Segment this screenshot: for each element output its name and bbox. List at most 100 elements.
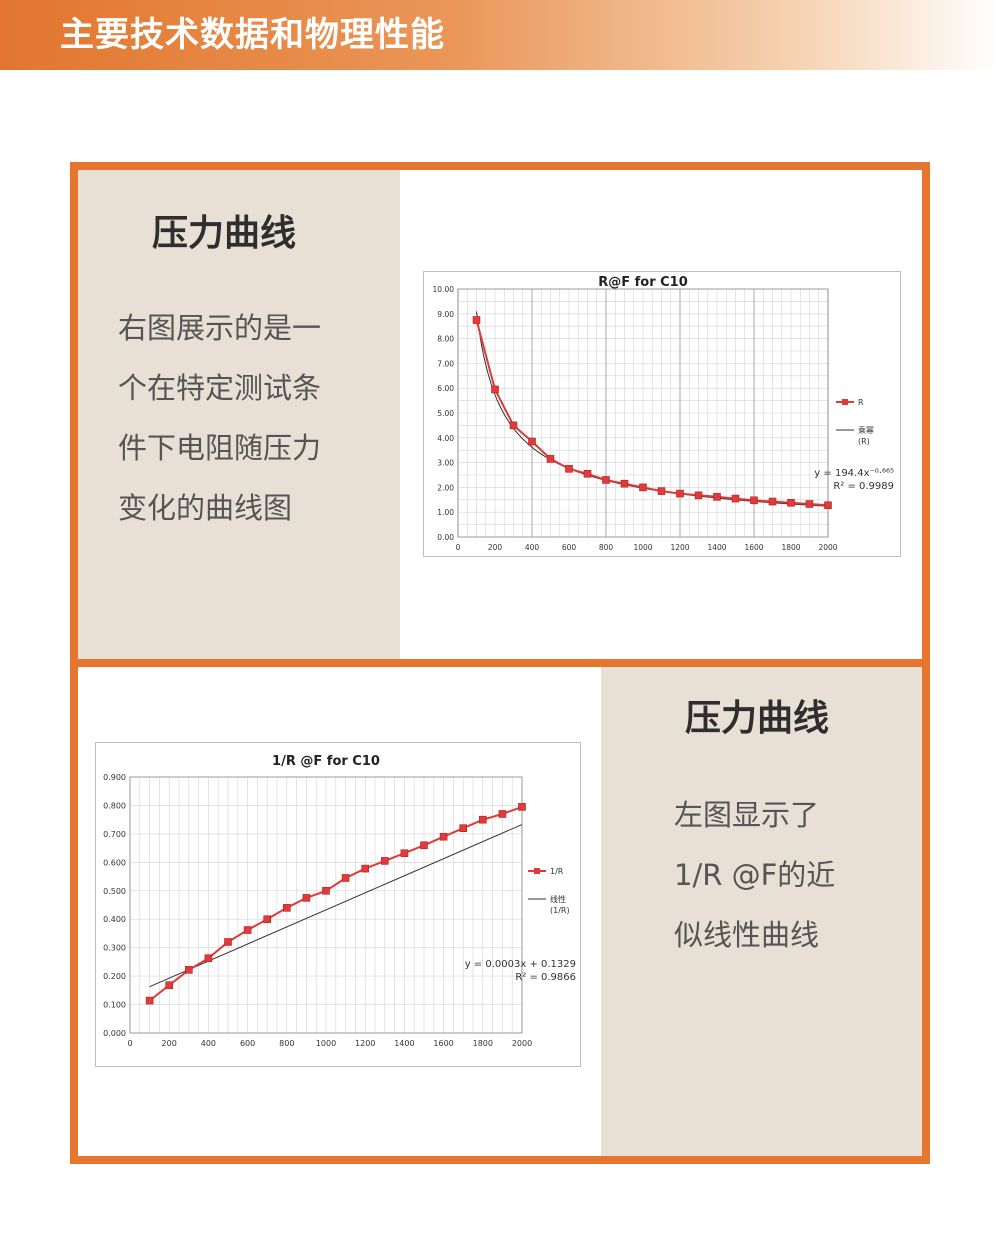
x-tick-label: 0 [127,1039,132,1048]
chart-title: R@F for C10 [598,275,688,290]
chart-r-vs-force-svg: R@F for C10 0 200 400 600 800 1000 1200 1400 1600… [433,275,894,552]
x-tick-label: 600 [240,1039,255,1048]
x-tick-label: 1200 [355,1039,375,1048]
x-tick-label: 1400 [707,543,726,552]
data-point-marker [224,938,232,946]
section-title: 压力曲线 [152,213,297,254]
legend-label-series: R [858,398,864,407]
x-tick-label: 2000 [512,1039,532,1048]
data-point-marker [528,437,536,446]
x-tick-label: 1600 [744,543,763,552]
legend-label-trendline: (1/R) [550,906,570,915]
section-inverse-resistance-curve: 1/R @F for C10 0 200 400 600 800 1000 1200 1400 1… [78,667,922,1156]
data-point-marker [731,494,740,503]
data-point-marker [361,864,370,873]
x-tick-label: 1400 [394,1039,414,1048]
data-point-marker [165,981,173,990]
legend-label-trendline: 线性 [550,894,566,904]
y-tick-label: 6.00 [437,384,454,393]
plot-area-border [457,288,829,538]
x-tick-label: 1000 [316,1039,336,1048]
y-tick-label: 0.300 [103,944,126,953]
data-point-marker [657,487,666,495]
data-point-marker [380,857,389,865]
x-tick-label: 400 [525,543,540,552]
chart-inverse-r-vs-force-svg: 1/R @F for C10 0 200 400 600 800 1000 1200 1400 1… [103,754,576,1048]
data-point-marker [439,832,448,841]
y-tick-label: 0.700 [103,830,126,839]
y-tick-label: 0.900 [103,773,126,782]
text-panel: 压力曲线 右图展示的是一 个在特定测试条 件下电阻随压力 变化的曲线图 [78,170,400,659]
data-point-marker [491,385,499,394]
legend-label-series: 1/R [550,867,564,876]
data-point-marker [639,483,647,492]
x-tick-label: 1200 [670,543,689,552]
legend-marker-series [534,868,540,874]
chart-inverse-r-vs-force: 1/R @F for C10 0 200 400 600 800 1000 1200 1400 1… [95,742,581,1067]
plot-area-border [129,776,523,1034]
data-point-marker [509,421,518,430]
y-tick-label: 3.00 [437,459,454,468]
data-point-marker [787,498,795,507]
data-point-marker [583,469,592,478]
description-line: 右图展示的是一 [118,311,322,345]
description-line: 个在特定测试条 [118,371,322,405]
description-line: 1/R @F的近 [674,858,836,892]
data-point-marker [518,803,526,811]
x-tick-label: 600 [562,543,577,552]
data-point-marker [768,497,777,506]
description-line: 变化的曲线图 [118,491,293,525]
x-tick-label: 2000 [818,543,837,552]
data-point-marker [263,915,271,924]
data-point-marker [341,874,350,882]
data-point-marker [565,465,573,473]
data-point-marker [805,500,814,508]
chart-r-vs-force: R@F for C10 0 200 400 600 800 1000 1200 1400 1600… [423,271,901,557]
data-point-marker [322,886,330,895]
page-title: 主要技术数据和物理性能 [60,15,445,55]
trendline-r-squared: R² = 0.9989 [833,481,894,492]
data-point-marker [713,493,721,501]
y-tick-label: 0.100 [103,1001,126,1010]
x-tick-label: 200 [162,1039,177,1048]
data-point-marker [602,476,610,484]
legend-marker-series [842,399,848,405]
data-point-marker [498,810,507,818]
data-point-marker [694,491,703,500]
data-point-marker [400,849,409,858]
y-tick-label: 0.400 [103,915,126,924]
x-tick-label: 200 [488,543,503,552]
data-point-marker [459,824,468,832]
description-line: 件下电阻随压力 [118,431,322,465]
data-point-marker [472,316,481,324]
x-tick-label: 400 [201,1039,216,1048]
data-point-marker [676,489,684,498]
y-tick-label: 0.800 [103,801,126,810]
x-tick-label: 1600 [433,1039,453,1048]
data-point-marker [620,479,629,488]
y-tick-label: 1.00 [437,508,454,517]
description-line: 似线性曲线 [674,918,820,952]
section-description: 右图展示的是一 个在特定测试条 件下电阻随压力 变化的曲线图 [118,298,321,538]
x-tick-label: 800 [599,543,614,552]
y-tick-label: 2.00 [437,483,454,492]
y-tick-label: 0.000 [103,1029,126,1038]
data-point-marker [420,841,428,850]
legend-label-trendline: (R) [858,437,870,446]
y-tick-label: 0.200 [103,972,126,981]
y-tick-label: 10.00 [433,285,455,294]
trendline-r-squared: R² = 0.9866 [515,972,576,983]
x-tick-label: 1800 [473,1039,493,1048]
section-title: 压力曲线 [685,698,830,739]
x-tick-label: 0 [456,543,461,552]
text-panel: 压力曲线 左图显示了 1/R @F的近 似线性曲线 [601,667,922,1156]
chart-title: 1/R @F for C10 [272,754,380,769]
trendline-equation: y = 0.0003x + 0.1329 [465,959,576,970]
y-tick-label: 9.00 [437,310,454,319]
data-point-marker [204,954,213,962]
y-tick-label: 8.00 [437,335,454,344]
x-tick-label: 800 [279,1039,294,1048]
header-bar: 主要技术数据和物理性能 [0,0,1000,70]
y-tick-label: 4.00 [437,434,454,443]
description-line: 左图显示了 [674,798,820,832]
